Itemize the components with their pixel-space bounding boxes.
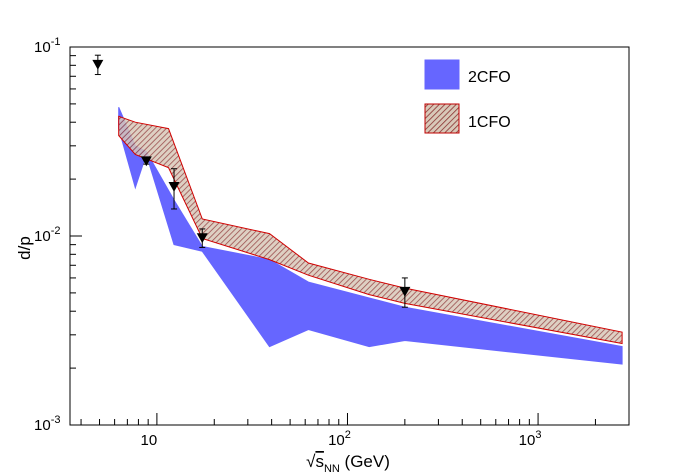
x-axis-title: √sNN (GeV) [306, 452, 390, 472]
y-axis-title: d/p [15, 236, 34, 260]
triangle-down-marker [92, 59, 104, 70]
x-axis-title-unit: (GeV) [340, 452, 390, 471]
legend-label-1cfo: 1CFO [468, 114, 511, 131]
x-tick-label: 103 [519, 429, 542, 449]
x-axis-title-var: s [315, 452, 324, 471]
y-tick-label: 10-2 [34, 225, 60, 245]
triangle-down-marker [196, 233, 208, 244]
y-tick-label: 10-1 [34, 36, 60, 56]
data-point [140, 156, 152, 167]
data-point [168, 168, 180, 210]
x-axis-title-sqrt: √ [306, 452, 316, 471]
legend-label-2cfo: 2CFO [468, 69, 511, 86]
y-tick-label: 10-3 [34, 414, 60, 434]
legend-swatch-2cfo [424, 59, 460, 90]
x-tick-label: 10 [141, 432, 158, 449]
triangle-down-marker [140, 156, 152, 167]
triangle-down-marker [168, 181, 180, 192]
legend: 2CFO 1CFO [424, 59, 511, 134]
x-axis-title-sub: NN [324, 463, 340, 472]
data-point [196, 228, 208, 248]
x-tick-label: 102 [328, 429, 351, 449]
data-point [92, 54, 104, 76]
band-1cfo [118, 115, 623, 345]
data-point [399, 277, 411, 308]
band-2cfo [118, 107, 623, 365]
plot-frame [69, 46, 630, 426]
triangle-down-marker [399, 286, 411, 297]
legend-swatch-1cfo [424, 103, 460, 134]
